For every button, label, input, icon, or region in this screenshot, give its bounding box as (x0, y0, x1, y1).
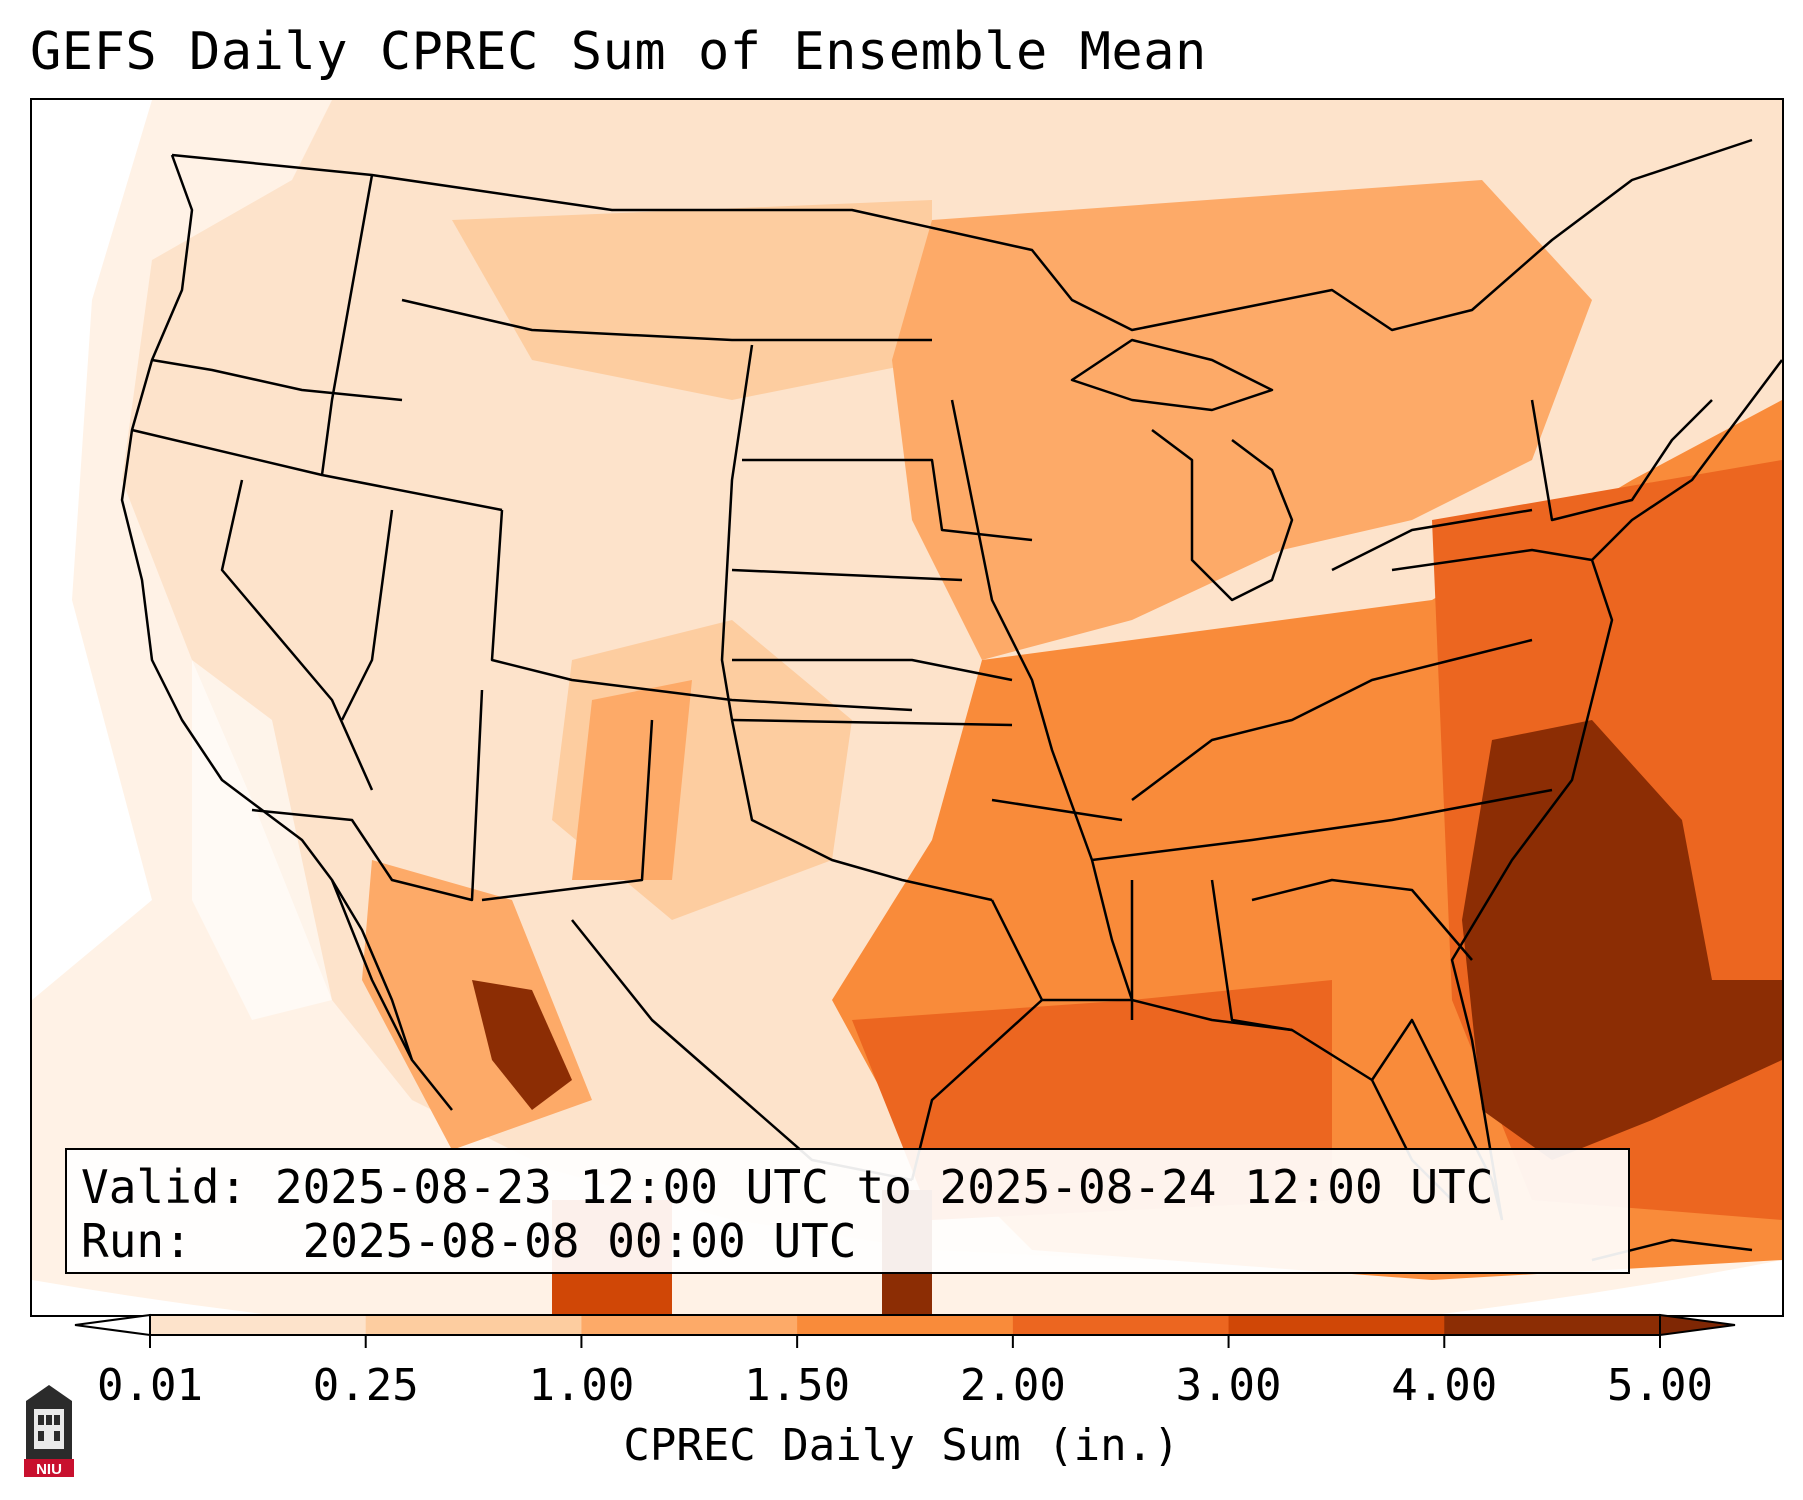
mexico-coast-west (330, 879, 453, 1111)
missouri-arkansas (991, 798, 1123, 822)
valid-label: Valid: (81, 1160, 248, 1214)
lake-erie-ontario (1331, 508, 1533, 572)
map-canvas (32, 100, 1782, 1315)
colorbar-tick-label: 0.25 (312, 1360, 419, 1411)
colorbar-label: CPREC Daily Sum (in.) (623, 1420, 1180, 1471)
washington-oregon (151, 358, 403, 402)
field-medium-new-mexico (572, 680, 692, 880)
run-label: Run: (81, 1214, 192, 1268)
precipitation-map (30, 98, 1784, 1317)
field-white-baja (192, 660, 332, 1020)
colorbar-over-triangle (1659, 1313, 1736, 1337)
us-canada-border (171, 138, 1753, 332)
oregon-california (131, 428, 323, 477)
run-time: 2025-08-08 00:00 UTC (302, 1214, 857, 1268)
colorbar-frame (149, 1314, 1661, 1336)
colorbar-tick-label: 5.00 (1607, 1360, 1713, 1411)
map-title: GEFS Daily CPREC Sum of Ensemble Mean (30, 22, 1207, 82)
state-boundaries (120, 138, 1782, 1262)
field-medium-midwest (892, 180, 1592, 660)
valid-run-info-box: Valid: 2025-08-23 12:00 UTC to 2025-08-2… (65, 1148, 1630, 1274)
pennsylvania-ny (1391, 548, 1593, 572)
colorbar-segment (150, 1315, 367, 1335)
mississippi-river (950, 399, 1134, 1001)
colorbar-segment (365, 1315, 582, 1335)
utah-colorado (490, 509, 913, 712)
colorbar-under-triangle (74, 1313, 151, 1337)
colorbar-tick-label: 4.00 (1391, 1360, 1498, 1411)
arizona-newmexico (251, 689, 484, 902)
alabama-georgia (1210, 879, 1293, 1032)
plains-meridian (720, 344, 754, 721)
nevada-california (220, 479, 374, 791)
field-darkest-atlantic-core (1462, 720, 1782, 1160)
colorbar-tick-label: 1.50 (744, 1360, 851, 1411)
oklahoma-texas (730, 719, 993, 902)
lake-superior (1070, 338, 1274, 412)
west-coast-outline (120, 154, 414, 1061)
east-coast (1450, 359, 1782, 1221)
idaho-border (320, 174, 503, 512)
colorbar-tick-label: 3.00 (1175, 1360, 1282, 1411)
colorbar-tick-label: 2.00 (959, 1360, 1066, 1411)
ohio-river (1131, 638, 1533, 801)
colorbar-segment (581, 1315, 798, 1335)
colorado-kansas (732, 658, 1013, 682)
nebraska-kansas (731, 568, 963, 582)
georgia-carolina (1251, 878, 1473, 961)
field-white-pacific (32, 100, 152, 1000)
field-light-north (452, 200, 932, 400)
tennessee-north (1091, 788, 1553, 862)
logo-banner (24, 1459, 74, 1477)
montana-south (401, 298, 932, 342)
colorbar-tick-label: 1.00 (528, 1360, 635, 1411)
colorbar (74, 1313, 1736, 1348)
precip-shading (32, 100, 1782, 1315)
logo-text: NIU (36, 1461, 62, 1478)
great-lakes-michigan (1151, 429, 1294, 602)
colorbar-segment (1012, 1315, 1230, 1335)
new-england (1530, 399, 1713, 522)
valid-time-range: 2025-08-23 12:00 UTC to 2025-08-24 12:00… (274, 1160, 1494, 1214)
colorbar-segment (1228, 1315, 1445, 1335)
field-outside-projection (32, 1260, 1782, 1315)
colorbar-tick-label: 0.01 (97, 1360, 203, 1411)
colorbar-segment (1444, 1315, 1661, 1335)
nevada-utah (340, 509, 394, 721)
field-darkest-sierra-madre (472, 980, 572, 1110)
kansas-oklahoma (731, 718, 1013, 727)
colorbar-segment (797, 1315, 1014, 1335)
dakotas-border (742, 458, 1033, 542)
texas-coast (910, 899, 1044, 1181)
niu-logo: NIU (24, 1385, 74, 1478)
newmexico-texas (481, 719, 654, 902)
